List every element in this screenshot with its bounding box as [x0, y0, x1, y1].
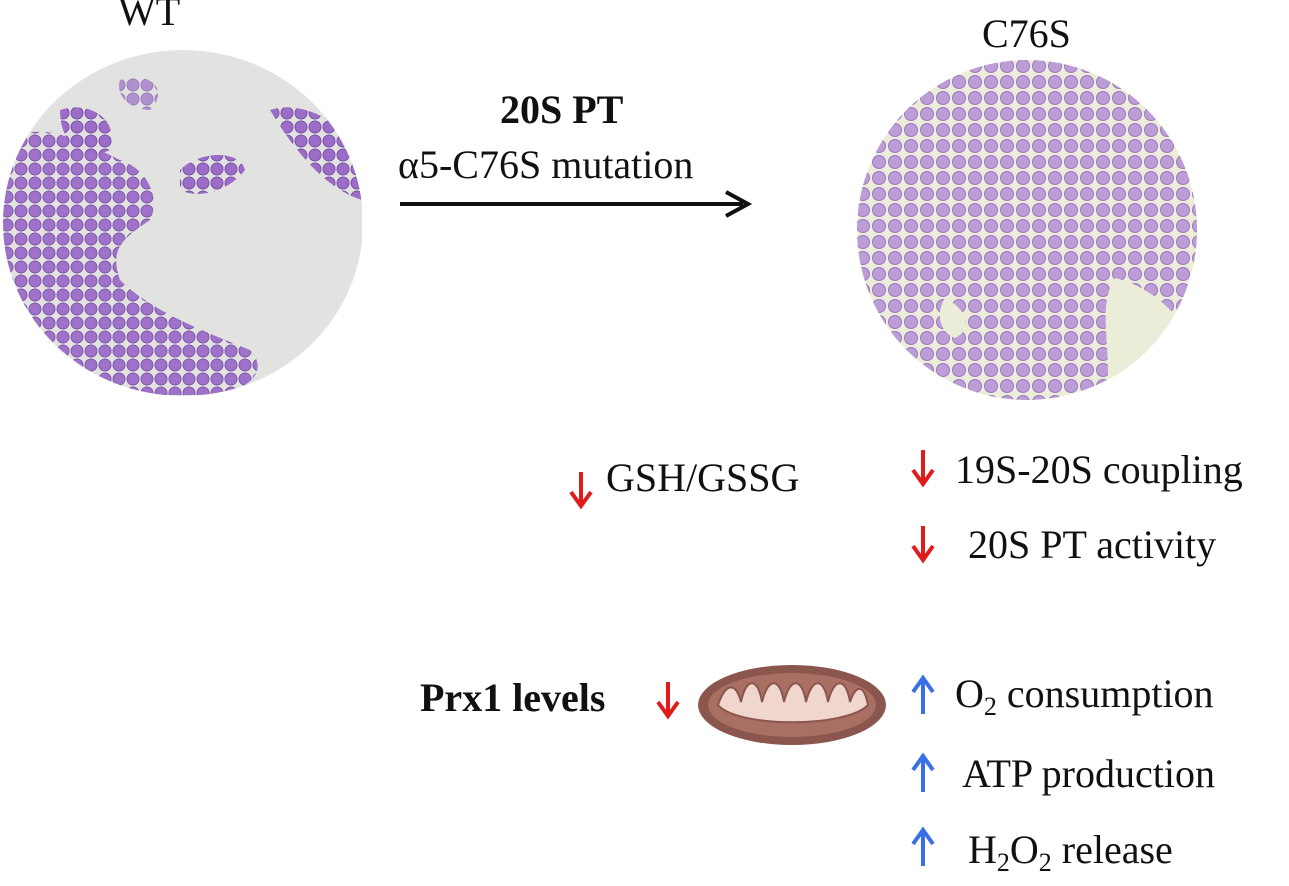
- coupling-label: 19S-20S coupling: [955, 447, 1243, 492]
- activity-down-arrow-icon: [911, 526, 935, 564]
- h2o2-suffix: release: [1051, 827, 1173, 872]
- h2o2-middle: O: [1009, 827, 1039, 872]
- activity-label: 20S PT activity: [968, 522, 1217, 567]
- o2-up-arrow-icon: [911, 674, 935, 714]
- h2o2-up-arrow-icon: [911, 826, 935, 866]
- h2o2-sub1: 2: [996, 848, 1010, 877]
- h2o2-release-label: H2O2 release: [968, 827, 1173, 876]
- transition-subtitle: α5-C76S mutation: [398, 142, 694, 187]
- gsh-down-arrow-icon: [569, 472, 593, 510]
- coupling-down-arrow-icon: [911, 450, 935, 488]
- o2-sub: 2: [983, 692, 997, 721]
- o2-suffix: consumption: [996, 671, 1214, 716]
- h2o2-prefix: H: [968, 827, 997, 872]
- o2-consumption-label: O2 consumption: [955, 671, 1214, 720]
- mutant-label: C76S: [982, 11, 1071, 56]
- transition-arrow: [400, 190, 753, 218]
- wt-micrograph: [3, 50, 362, 396]
- wt-label: WT: [118, 0, 181, 34]
- atp-production-label: ATP production: [962, 751, 1215, 796]
- atp-up-arrow-icon: [911, 752, 935, 792]
- h2o2-sub2: 2: [1038, 848, 1052, 877]
- prx1-down-arrow-icon: [656, 682, 680, 720]
- mutant-micrograph: [857, 60, 1197, 400]
- mitochondrion-icon: [698, 665, 886, 745]
- gsh-gssg-label: GSH/GSSG: [606, 455, 800, 500]
- o2-prefix: O: [955, 671, 984, 716]
- prx1-label: Prx1 levels: [420, 675, 606, 720]
- transition-title: 20S PT: [500, 87, 624, 132]
